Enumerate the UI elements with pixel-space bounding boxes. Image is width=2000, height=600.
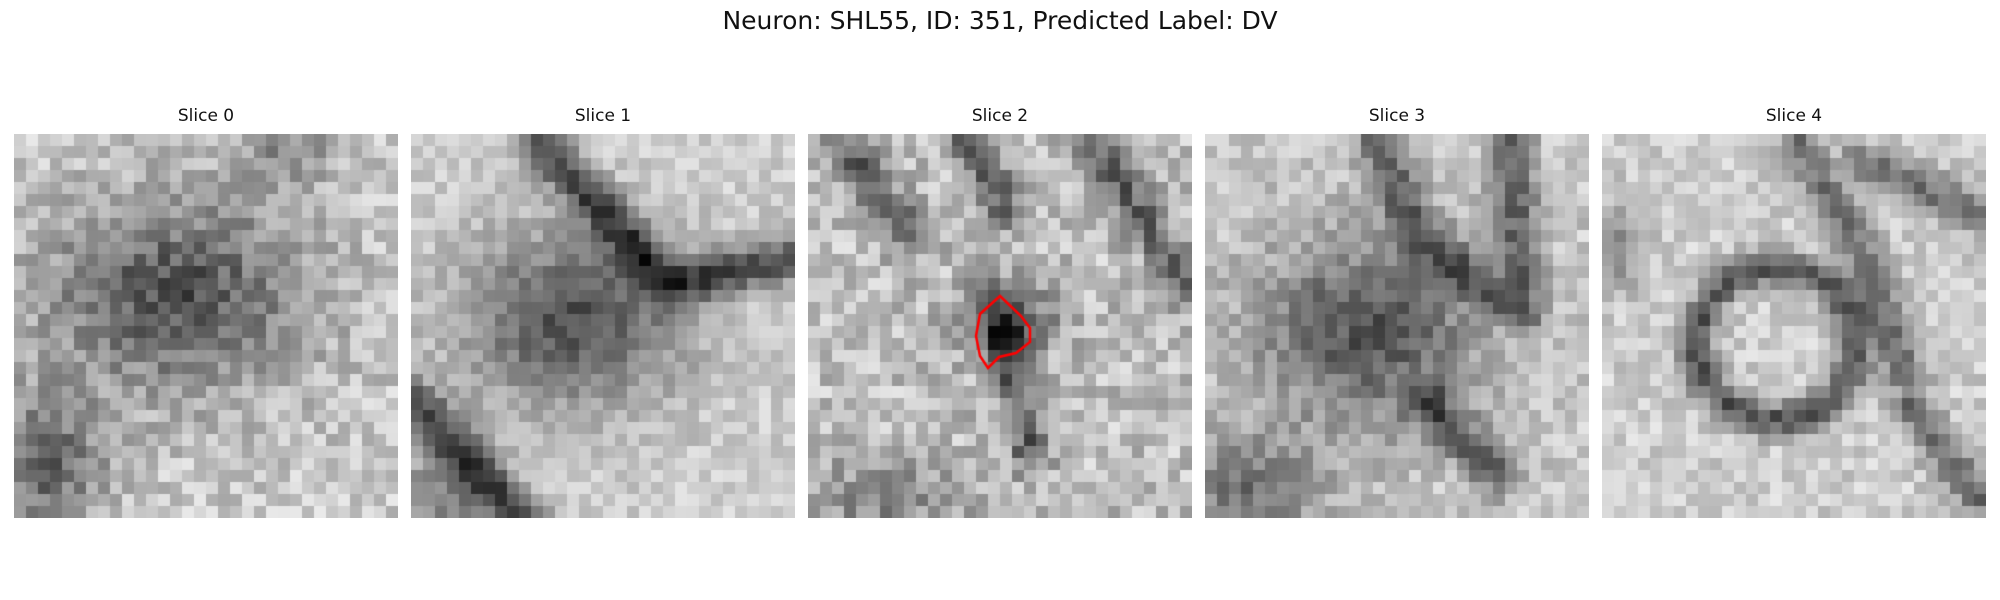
slice-image-4 (1602, 134, 1986, 518)
slice-title-3: Slice 3 (1368, 106, 1426, 126)
slice-image-3 (1205, 134, 1589, 518)
slice-title-1: Slice 1 (574, 106, 632, 126)
figure-title: Neuron: SHL55, ID: 351, Predicted Label:… (722, 6, 1278, 35)
slice-image-0 (14, 134, 398, 518)
slice-title-4: Slice 4 (1765, 106, 1823, 126)
slice-image-1 (411, 134, 795, 518)
slice-title-0: Slice 0 (177, 106, 235, 126)
slice-image-2 (808, 134, 1192, 518)
slice-title-2: Slice 2 (971, 106, 1029, 126)
